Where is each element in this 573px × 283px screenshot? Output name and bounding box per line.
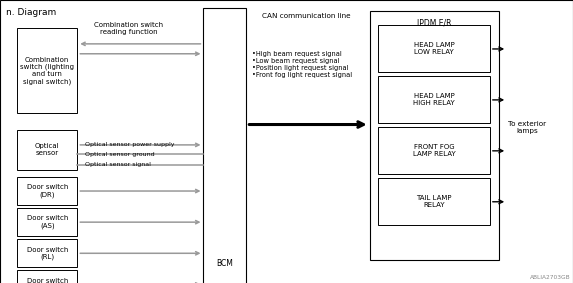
Text: HEAD LAMP
HIGH RELAY: HEAD LAMP HIGH RELAY: [413, 93, 455, 106]
Text: TAIL LAMP
RELAY: TAIL LAMP RELAY: [417, 195, 452, 208]
Text: Door switch
(AS): Door switch (AS): [26, 215, 68, 229]
Text: Optical sensor power supply: Optical sensor power supply: [85, 142, 174, 147]
Text: Optical
sensor: Optical sensor: [35, 143, 60, 156]
Bar: [378, 178, 490, 225]
Text: Combination
switch (lighting
and turn
signal switch): Combination switch (lighting and turn si…: [20, 57, 74, 85]
Text: To exterior
lamps: To exterior lamps: [508, 121, 546, 134]
Text: FRONT FOG
LAMP RELAY: FRONT FOG LAMP RELAY: [413, 144, 456, 157]
Text: HEAD LAMP
LOW RELAY: HEAD LAMP LOW RELAY: [414, 42, 454, 55]
Text: Combination switch
reading function: Combination switch reading function: [95, 22, 163, 35]
Text: Optical sensor ground: Optical sensor ground: [85, 152, 155, 157]
Bar: [378, 127, 490, 174]
Bar: [17, 28, 77, 113]
Bar: [370, 11, 499, 260]
Text: BCM: BCM: [217, 259, 233, 268]
Text: •High beam request signal
•Low beam request signal
•Position light request signa: •High beam request signal •Low beam requ…: [252, 51, 352, 78]
Bar: [17, 208, 77, 236]
Bar: [378, 76, 490, 123]
Bar: [203, 8, 246, 283]
Bar: [17, 270, 77, 283]
Text: IPDM E/R: IPDM E/R: [417, 18, 452, 27]
Text: ABLIA2703GB: ABLIA2703GB: [529, 275, 570, 280]
Text: Door switch
(RL): Door switch (RL): [26, 246, 68, 260]
Text: Optical sensor signal: Optical sensor signal: [85, 162, 151, 167]
Bar: [378, 25, 490, 72]
Bar: [17, 239, 77, 267]
Bar: [17, 130, 77, 170]
Text: Door switch
(DR): Door switch (DR): [26, 184, 68, 198]
Bar: [17, 177, 77, 205]
Text: CAN communication line: CAN communication line: [262, 13, 351, 19]
Text: n. Diagram: n. Diagram: [6, 8, 56, 18]
Text: Door switch
(RR): Door switch (RR): [26, 278, 68, 283]
